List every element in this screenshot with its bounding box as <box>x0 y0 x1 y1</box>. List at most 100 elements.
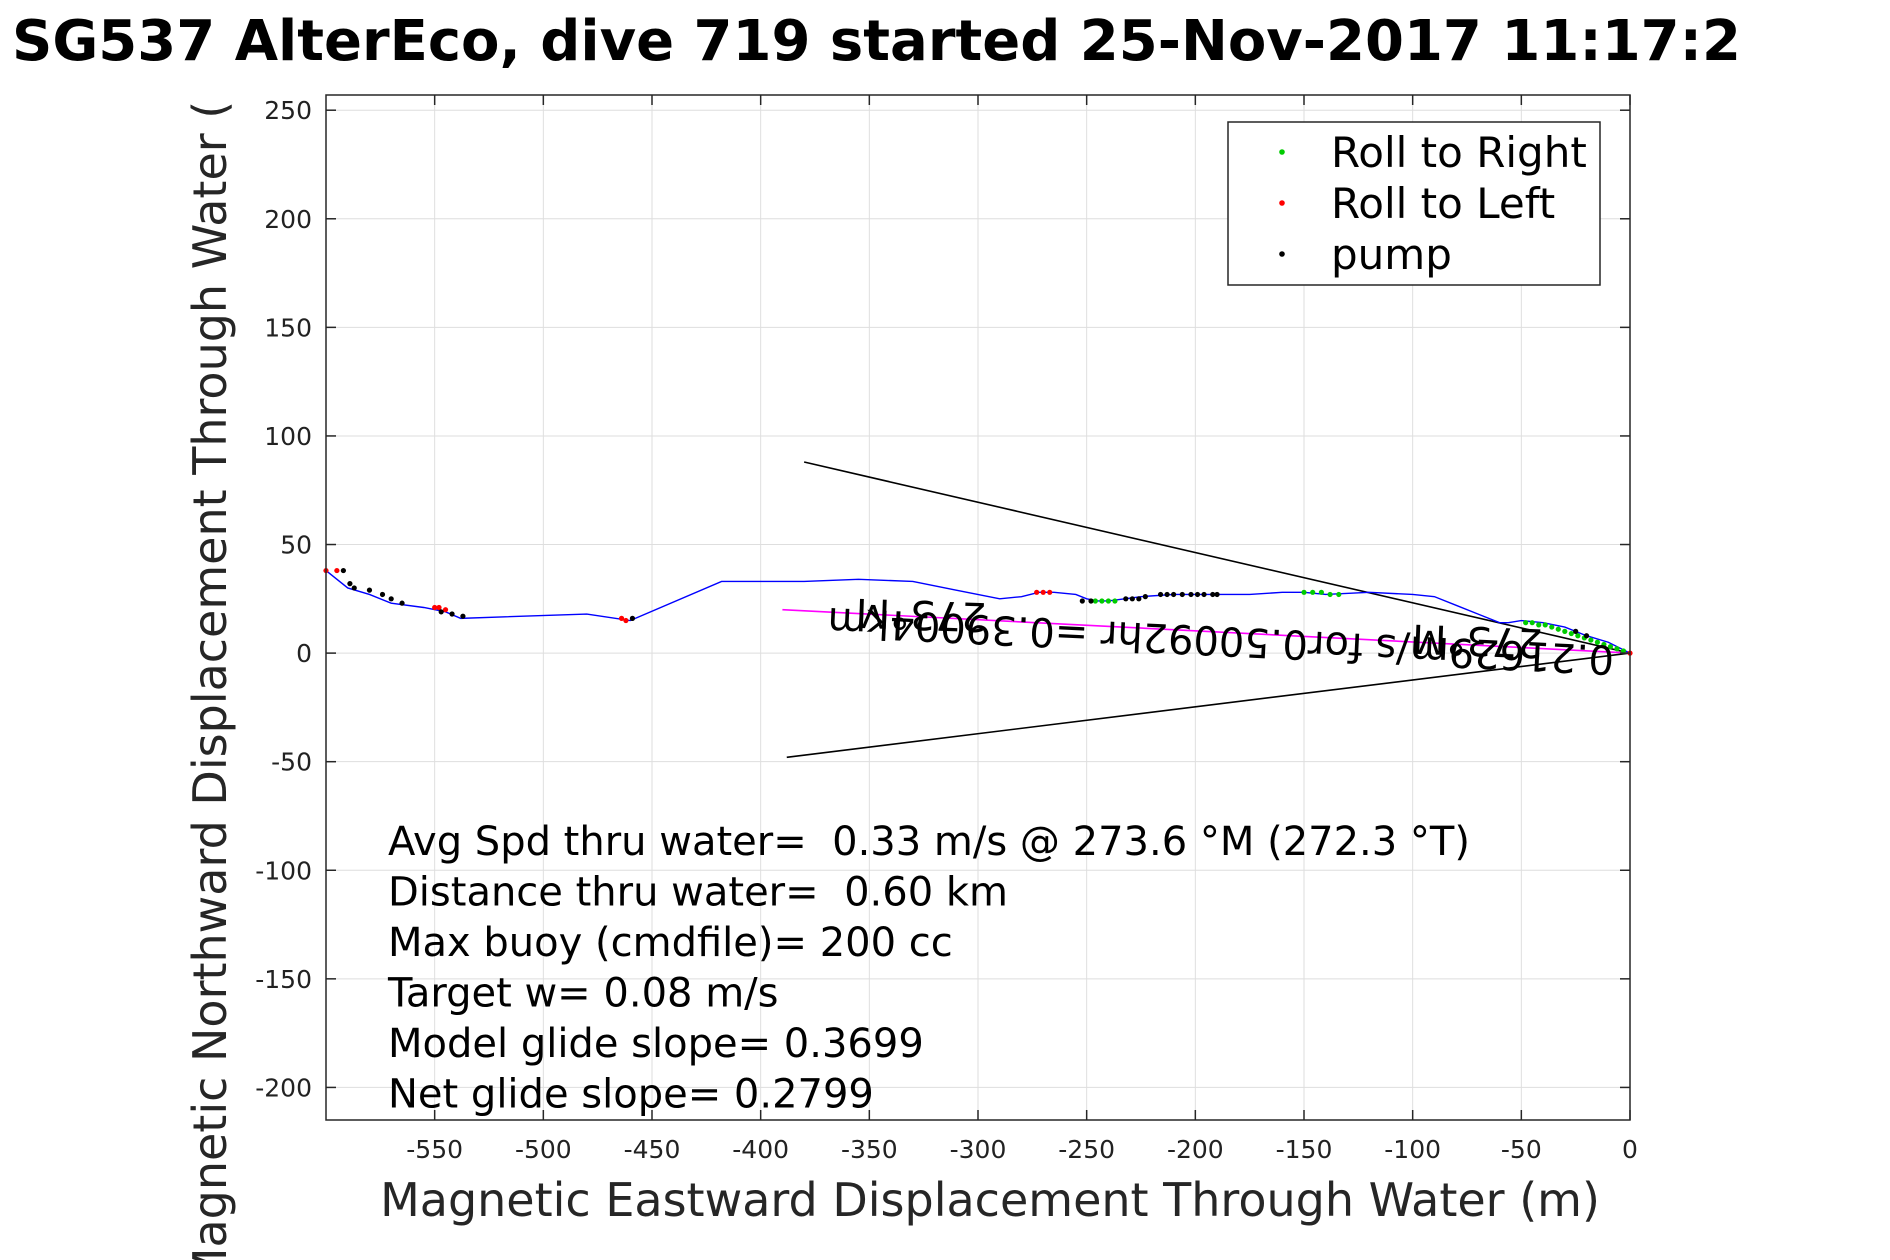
legend-label: pump <box>1331 230 1452 279</box>
reference-line <box>803 461 1631 654</box>
pump-point <box>460 613 466 619</box>
roll-right-point <box>1549 624 1555 630</box>
pump-point <box>1194 591 1201 598</box>
roll-right-point <box>1601 641 1607 648</box>
roll-right-point <box>1529 620 1535 626</box>
legend-marker <box>1279 149 1285 155</box>
roll-right-point <box>1607 643 1614 650</box>
y-tick-label: 100 <box>264 422 312 451</box>
pump-point <box>1088 598 1094 604</box>
x-tick-label: -550 <box>406 1135 463 1164</box>
pump-point <box>366 587 373 593</box>
roll-right-point <box>1092 598 1098 604</box>
pump-point <box>1142 594 1148 600</box>
x-tick-label: -300 <box>950 1135 1007 1164</box>
y-tick-label: 200 <box>264 205 312 234</box>
pump-point <box>399 600 405 606</box>
points-layer <box>323 567 1633 656</box>
roll-left-point <box>623 617 629 624</box>
y-tick-label: 250 <box>264 96 312 125</box>
stat-line: Target w= 0.08 m/s <box>387 971 778 1017</box>
y-tick-label: -200 <box>255 1073 312 1102</box>
pump-point <box>1129 596 1135 602</box>
roll-right-point <box>1301 589 1307 595</box>
y-tick-label: -100 <box>255 856 312 885</box>
roll-right-point <box>1099 598 1105 604</box>
stat-line: Model glide slope= 0.3699 <box>388 1021 924 1067</box>
roll-right-point <box>1594 639 1600 645</box>
roll-right-point <box>1105 598 1111 604</box>
roll-left-point <box>1034 589 1040 595</box>
roll-right-point <box>1542 622 1548 628</box>
pump-point <box>449 611 455 617</box>
legend-label: Roll to Left <box>1331 179 1555 228</box>
pump-point <box>1123 596 1129 602</box>
roll-right-point <box>1562 628 1568 634</box>
x-tick-label: -500 <box>515 1135 572 1164</box>
roll-right-point <box>1588 637 1594 643</box>
pump-point <box>438 609 444 615</box>
pump-point <box>1157 591 1164 598</box>
y-tick-label: 150 <box>264 313 312 342</box>
pump-point <box>351 585 357 591</box>
x-axis-label: Magnetic Eastward Displacement Through W… <box>380 1173 1600 1227</box>
y-tick-label: -150 <box>255 965 312 994</box>
roll-left-point <box>432 604 438 611</box>
roll-right-point <box>1327 591 1333 598</box>
pump-point <box>340 567 346 574</box>
pump-point <box>347 581 353 587</box>
reference-lines <box>782 461 1631 759</box>
roll-right-point <box>1575 633 1581 639</box>
rotated-annotation: 273°M <box>855 589 987 640</box>
x-tick-label: -100 <box>1384 1135 1441 1164</box>
roll-right-point <box>1523 620 1529 626</box>
roll-right-point <box>1112 598 1118 604</box>
roll-left-point <box>1047 589 1053 595</box>
legend-box <box>1227 121 1601 286</box>
roll-left-point <box>1040 589 1046 595</box>
roll-left-point <box>334 567 340 574</box>
pump-point <box>629 615 636 621</box>
y-axis-label: Magnetic Northward Displacement Through … <box>183 101 237 1260</box>
pump-point <box>1573 628 1579 634</box>
roll-right-point <box>1336 591 1342 598</box>
x-tick-label: -350 <box>841 1135 898 1164</box>
y-tick-label: -50 <box>271 748 312 777</box>
pump-point <box>1171 591 1177 598</box>
pump-point <box>1079 598 1085 604</box>
pump-point <box>1179 591 1185 598</box>
x-tick-label: -200 <box>1167 1135 1224 1164</box>
rotated-annotations: 273°M0.21629m/s for0.50092hr =0.39004km2… <box>826 589 1615 683</box>
pump-point <box>379 591 386 598</box>
pump-point <box>1136 596 1142 602</box>
roll-right-point <box>1310 589 1316 595</box>
roll-right-point <box>1555 626 1561 632</box>
stat-line: Max buoy (cmdfile)= 200 cc <box>388 920 953 966</box>
pump-point <box>1214 591 1220 598</box>
legend-marker <box>1279 251 1285 257</box>
x-tick-label: -400 <box>732 1135 789 1164</box>
pump-point <box>388 596 394 602</box>
roll-right-point <box>1568 630 1574 637</box>
x-tick-label: -150 <box>1276 1135 1333 1164</box>
tick-labels: -550 -500 -450 -400 -350 -300 -250 -200 -150 -100… <box>255 95 1638 1164</box>
stats-block: Avg Spd thru water= 0.33 m/s @ 273.6 °M … <box>387 819 1470 1118</box>
roll-right-point <box>1620 648 1627 654</box>
pump-point <box>1201 591 1207 598</box>
stat-line: Avg Spd thru water= 0.33 m/s @ 273.6 °M … <box>388 819 1470 865</box>
roll-left-point <box>436 604 442 611</box>
roll-right-point <box>1318 589 1324 595</box>
pump-point <box>1164 591 1170 598</box>
y-tick-label: 0 <box>296 639 312 668</box>
y-tick-label: 50 <box>280 531 312 560</box>
reference-line <box>786 652 1631 759</box>
legend-marker <box>1279 200 1285 206</box>
reference-line <box>782 608 1631 654</box>
rotated-annotation: 273°M <box>1411 615 1544 666</box>
x-tick-label: -50 <box>1501 1135 1542 1164</box>
x-tick-label: 0 <box>1622 1135 1638 1164</box>
pump-point <box>1210 591 1216 598</box>
roll-left-point <box>618 615 625 621</box>
